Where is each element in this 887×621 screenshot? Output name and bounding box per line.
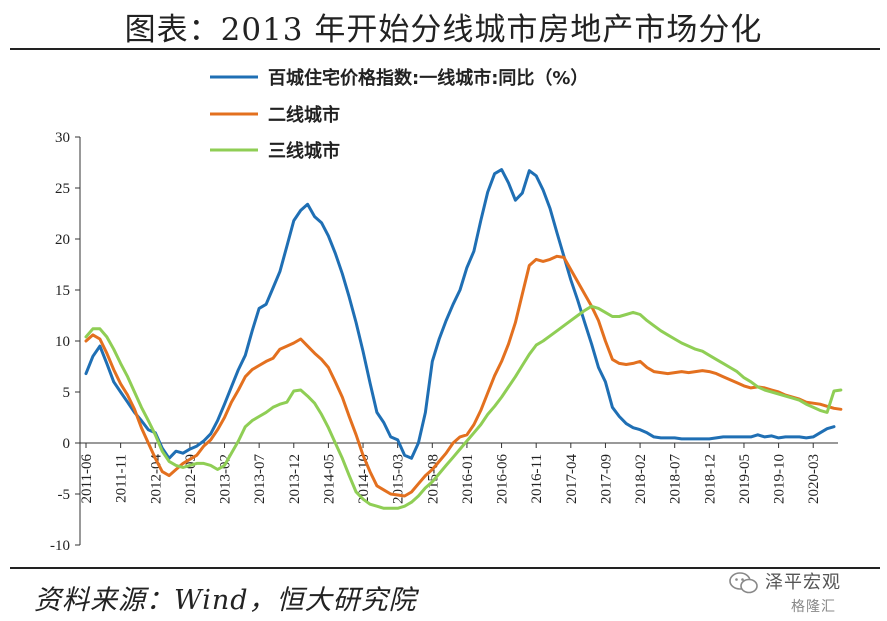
- x-tick-label: 2016-01: [460, 454, 476, 504]
- legend-label-2: 二线城市: [268, 104, 340, 126]
- x-tick-label: 2017-04: [564, 454, 580, 504]
- x-tick-label: 2014-05: [321, 454, 337, 504]
- y-tick-label: 5: [63, 385, 71, 401]
- chart-series: [84, 168, 843, 510]
- x-tick-label: 2015-03: [391, 454, 407, 504]
- x-tick-label: 2011-06: [79, 454, 95, 504]
- y-tick-label: 25: [55, 181, 70, 197]
- x-tick-label: 2016-06: [495, 454, 511, 504]
- y-tick-label: 15: [55, 283, 70, 299]
- x-tick-label: 2016-11: [529, 454, 545, 503]
- source-divider: [10, 567, 880, 569]
- watermark: 泽平宏观 格隆汇: [729, 566, 879, 618]
- x-tick-label: 2018-07: [668, 454, 684, 504]
- y-tick-label: 0: [63, 436, 71, 452]
- x-tick-label: 2013-07: [252, 454, 268, 504]
- y-tick-label: -10: [50, 538, 70, 554]
- page-title: 图表：2013 年开始分线城市房地产市场分化: [124, 12, 763, 48]
- x-tick-label: 2020-03: [806, 454, 822, 504]
- series-line-1: [84, 168, 836, 460]
- y-tick-label: 30: [55, 130, 70, 146]
- y-tick-label: 20: [55, 232, 70, 248]
- x-tick-label: 2018-12: [702, 454, 718, 504]
- y-tick-label: -5: [58, 487, 71, 503]
- wechat-icon: [729, 572, 758, 594]
- x-tick-label: 2019-05: [737, 454, 753, 504]
- series-line-2: [84, 254, 843, 498]
- source-note: 资料来源：Wind，恒大研究院: [34, 585, 417, 616]
- watermark-logo: 格隆汇: [791, 599, 836, 615]
- watermark-name: 泽平宏观: [765, 572, 841, 593]
- series-line-3: [84, 304, 843, 510]
- title-divider: [10, 48, 880, 50]
- y-tick-label: 10: [55, 334, 70, 350]
- x-tick-label: 2013-12: [287, 454, 303, 504]
- x-tick-label: 2019-10: [772, 454, 788, 504]
- legend-label-1: 百城住宅价格指数:一线城市:同比（%）: [268, 67, 588, 89]
- legend-label-3: 三线城市: [268, 140, 340, 162]
- x-tick-label: 2017-09: [598, 454, 614, 504]
- x-tick-label: 2011-11: [114, 454, 130, 503]
- x-tick-label: 2018-02: [633, 454, 649, 504]
